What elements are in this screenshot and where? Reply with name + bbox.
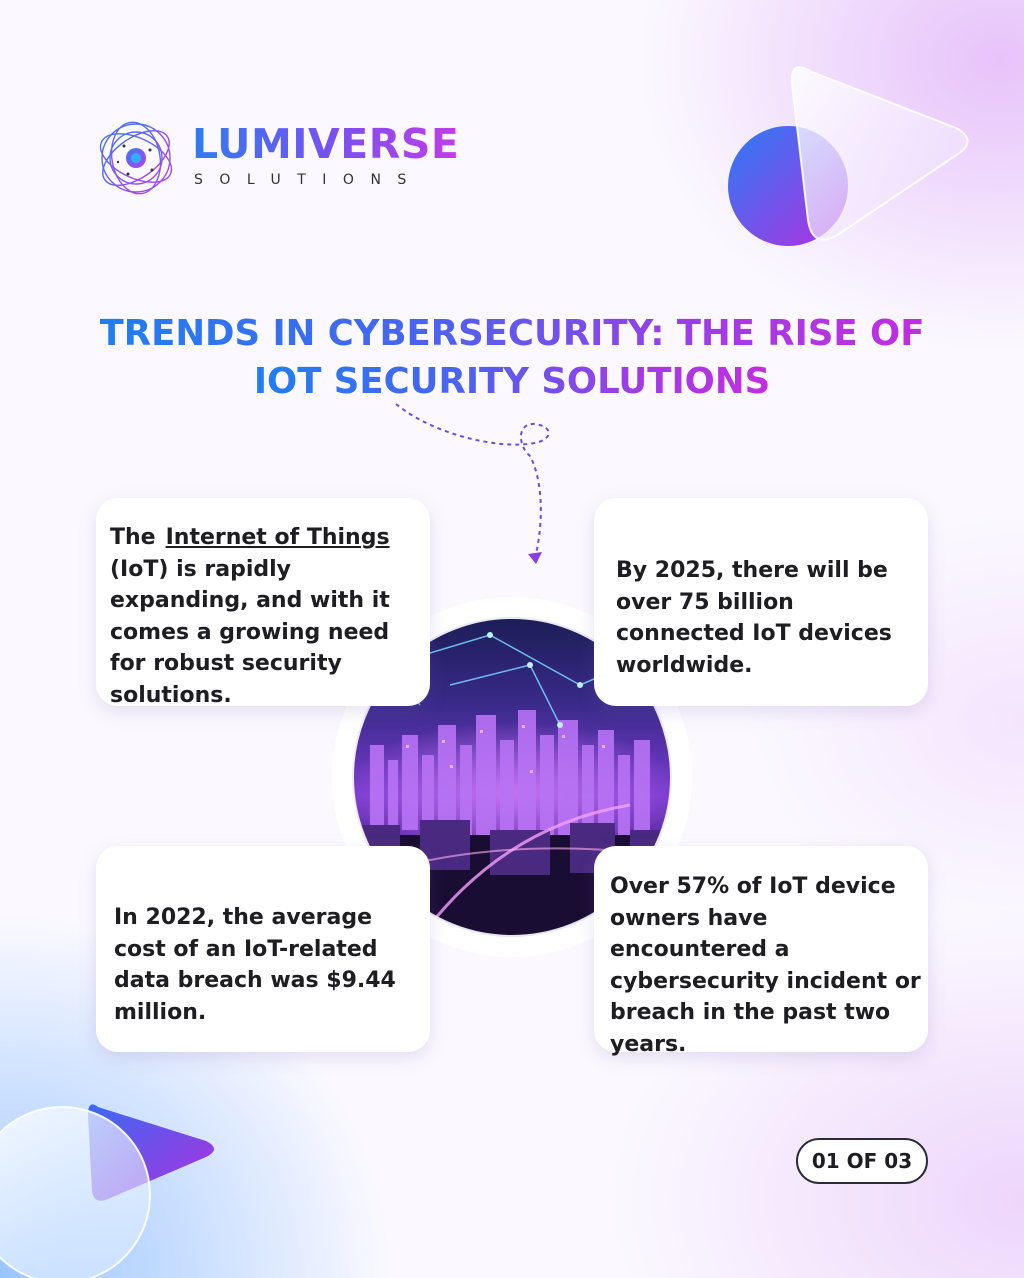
breach-cost-text: In 2022, the average cost of an IoT-rela… — [114, 905, 396, 1025]
iot-intro-card: The Internet of Things (IoT) is rapidly e… — [96, 498, 430, 708]
devices-2025-card: By 2025, there will be over 75 billion c… — [594, 498, 928, 706]
play-triangle-icon — [728, 66, 969, 246]
page-title: TRENDS IN CYBERSECURITY: THE RISE OF IOT… — [40, 310, 984, 406]
internet-of-things-link[interactable]: Internet of Things — [165, 525, 390, 550]
brand-tagline: SOLUTIONS — [194, 172, 423, 188]
page-counter: 01 OF 03 — [796, 1138, 928, 1184]
orbit-logo-icon — [99, 121, 173, 195]
play-triangle-icon — [0, 1104, 214, 1278]
brand-name: LUMIVERSE — [192, 120, 460, 168]
iot-intro-lead: The — [110, 525, 156, 550]
incident-rate-card: Over 57% of IoT device owners have encou… — [594, 846, 928, 1057]
iot-intro-text: (IoT) is rapidly expanding, and with it … — [110, 556, 390, 708]
incident-rate-text: Over 57% of IoT device owners have encou… — [610, 874, 921, 1057]
title-line-1: TRENDS IN CYBERSECURITY: THE RISE OF — [99, 313, 925, 354]
dashed-arrow-icon — [395, 403, 550, 564]
devices-2025-text: By 2025, there will be over 75 billion c… — [616, 558, 892, 678]
brand-logo: LUMIVERSE SOLUTIONS — [94, 110, 459, 200]
title-line-2: IOT SECURITY SOLUTIONS — [253, 361, 771, 402]
breach-cost-card: In 2022, the average cost of an IoT-rela… — [96, 846, 430, 1052]
